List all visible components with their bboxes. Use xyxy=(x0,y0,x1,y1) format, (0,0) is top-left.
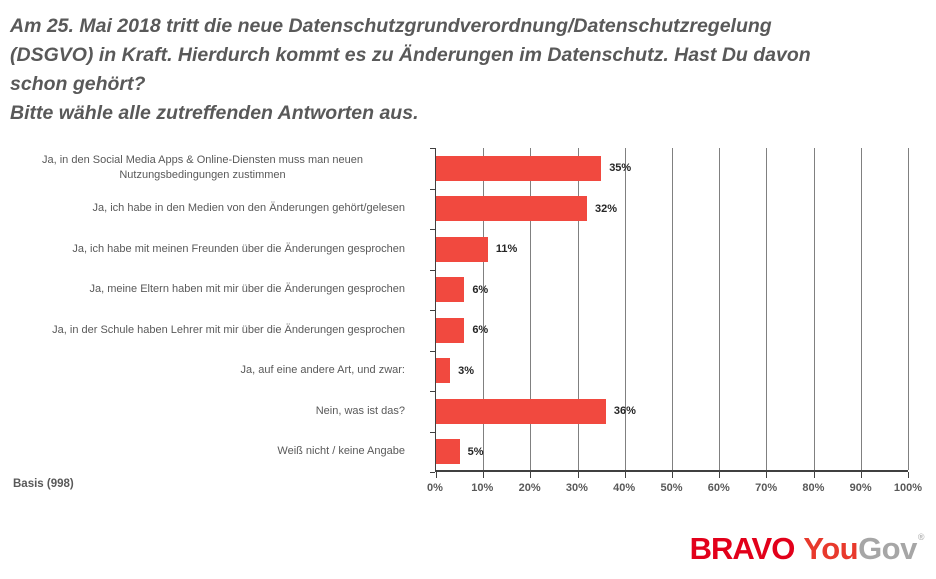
bar xyxy=(436,236,488,262)
y-tick-6 xyxy=(430,391,435,392)
x-tick-40 xyxy=(624,472,626,478)
bar-value-label: 5% xyxy=(467,445,484,458)
bar xyxy=(436,439,460,465)
category-label: Ja, auf eine andere Art, und zwar: xyxy=(240,364,406,377)
bar-value-label: 36% xyxy=(613,405,636,418)
y-tick-5 xyxy=(430,350,435,352)
bar-value-label: 32% xyxy=(595,202,618,215)
bar-row: 11% xyxy=(436,229,908,270)
x-axis-tick-label: 10% xyxy=(471,482,494,494)
chart-title: Am 25. Mai 2018 tritt die neue Datenschu… xyxy=(10,12,910,128)
x-axis-tick-label: 50% xyxy=(660,482,683,494)
bar xyxy=(436,358,451,384)
bar-row: 36% xyxy=(436,391,908,432)
category-label: Ja, in den Social Media Apps & Online-Di… xyxy=(41,154,363,182)
bar-row: 5% xyxy=(436,432,908,473)
bar-value-label: 6% xyxy=(472,283,489,296)
gridline-70 xyxy=(766,148,768,470)
x-axis-tick-label: 40% xyxy=(613,482,636,494)
x-tick-30 xyxy=(577,472,579,478)
category-label: Ja, ich habe mit meinen Freunden über di… xyxy=(72,242,405,255)
yougov-wordmark-gov: Gov xyxy=(858,531,917,566)
x-tick-0 xyxy=(436,472,437,478)
y-tick-0 xyxy=(430,148,435,149)
x-tick-90 xyxy=(860,472,862,478)
category-label: Nein, was ist das? xyxy=(315,404,405,417)
x-axis-tick-label: 20% xyxy=(518,482,541,494)
x-tick-20 xyxy=(530,472,532,478)
bar xyxy=(436,277,465,303)
bar-value-label: 3% xyxy=(458,364,475,377)
basis-note: Basis (998) xyxy=(13,478,74,490)
x-tick-100 xyxy=(908,472,909,478)
y-tick-7 xyxy=(430,431,435,433)
bar xyxy=(436,196,588,222)
x-axis-tick-label: 90% xyxy=(849,482,872,494)
bar-row: 6% xyxy=(436,310,908,351)
bravo-wordmark: BRAVO xyxy=(689,531,796,566)
x-tick-60 xyxy=(719,472,721,478)
title-line-2: (DSGVO) in Kraft. Hierdurch kommt es zu … xyxy=(10,44,811,66)
title-line-4: Bitte wähle alle zutreffenden Antworten … xyxy=(10,102,419,124)
bravo-yougov-logo: BRAVO You Gov ® xyxy=(689,531,925,566)
bar-row: 35% xyxy=(436,148,908,189)
bar-row: 3% xyxy=(436,351,908,392)
gridline-10 xyxy=(483,148,485,470)
y-tick-3 xyxy=(430,269,435,271)
category-label: Ja, in der Schule haben Lehrer mit mir ü… xyxy=(52,323,405,336)
x-axis-labels: 0% 10% 20% 30% 40% 50% 60% 70% 80% 90% 100% xyxy=(427,482,922,498)
x-axis-tick-label: 30% xyxy=(565,482,588,494)
category-labels: Ja, in den Social Media Apps & Online-Di… xyxy=(0,148,435,472)
gridline-30 xyxy=(577,148,579,470)
bar xyxy=(436,155,602,181)
gridline-60 xyxy=(719,148,721,470)
category-label: Weiß nicht / keine Angabe xyxy=(277,445,405,458)
category-label: Ja, ich habe in den Medien von den Änder… xyxy=(92,202,405,215)
x-tick-80 xyxy=(813,472,815,478)
plot-area: 35% 32% 11% 6% 6% 3% 36% 5% xyxy=(430,148,909,478)
y-tick-8 xyxy=(430,472,435,473)
gridline-40 xyxy=(624,148,626,470)
x-axis-tick-label: 0% xyxy=(427,482,443,494)
trademark-symbol: ® xyxy=(917,532,925,542)
category-label: Ja, meine Eltern haben mit mir über die … xyxy=(89,283,405,296)
bar-row: 32% xyxy=(436,189,908,230)
bar xyxy=(436,398,606,424)
x-tick-50 xyxy=(672,472,673,478)
gridline-80 xyxy=(813,148,815,470)
y-tick-1 xyxy=(430,188,435,190)
x-axis-tick-label: 60% xyxy=(707,482,730,494)
yougov-wordmark-you: You xyxy=(803,531,859,566)
y-tick-2 xyxy=(430,229,435,230)
x-axis-tick-label: 100% xyxy=(893,482,923,494)
x-axis-tick-label: 70% xyxy=(755,482,778,494)
bar xyxy=(436,317,465,343)
gridline-50 xyxy=(672,148,673,470)
bar-value-label: 35% xyxy=(609,162,632,175)
bar-chart: Ja, in den Social Media Apps & Online-Di… xyxy=(0,148,936,494)
gridline-20 xyxy=(530,148,532,470)
x-tick-10 xyxy=(483,472,485,478)
x-axis-tick-label: 80% xyxy=(802,482,825,494)
gridline-100 xyxy=(908,148,909,470)
y-tick-4 xyxy=(430,310,435,311)
gridline-90 xyxy=(860,148,862,470)
bar-value-label: 6% xyxy=(472,324,489,337)
x-tick-70 xyxy=(766,472,768,478)
bar-value-label: 11% xyxy=(495,243,518,256)
bar-row: 6% xyxy=(436,270,908,311)
title-line-3: schon gehört? xyxy=(10,73,146,95)
title-line-1: Am 25. Mai 2018 tritt die neue Datenschu… xyxy=(10,15,772,37)
bars: 35% 32% 11% 6% 6% 3% 36% 5% xyxy=(436,148,908,470)
